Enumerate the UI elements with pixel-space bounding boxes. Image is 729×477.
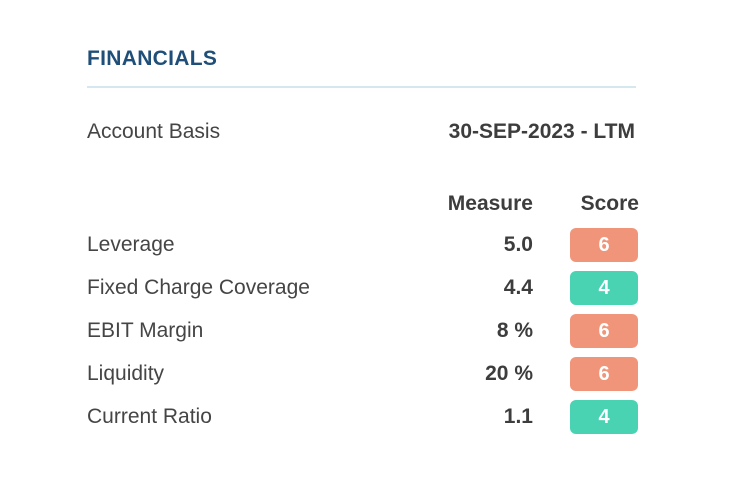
account-basis-row: Account Basis 30-SEP-2023 - LTM xyxy=(87,118,639,146)
financials-panel: FINANCIALS Account Basis 30-SEP-2023 - L… xyxy=(87,44,639,443)
metric-measure: 8 % xyxy=(496,319,533,342)
metric-row-ebit-margin: EBIT Margin 8 % 6 xyxy=(87,314,639,357)
score-badge: 6 xyxy=(570,314,638,348)
metric-label: Current Ratio xyxy=(87,405,212,428)
metric-measure: 4.4 xyxy=(503,276,533,299)
score-column-header: Score xyxy=(580,192,639,215)
score-badge: 6 xyxy=(570,357,638,391)
metric-label: Liquidity xyxy=(87,362,165,385)
score-badge: 4 xyxy=(570,400,638,434)
metric-measure: 5.0 xyxy=(503,233,533,256)
metric-row-leverage: Leverage 5.0 6 xyxy=(87,228,639,271)
metric-row-liquidity: Liquidity 20 % 6 xyxy=(87,357,639,400)
metric-row-current-ratio: Current Ratio 1.1 4 xyxy=(87,400,639,443)
metric-label: Fixed Charge Coverage xyxy=(87,276,310,299)
metric-list: Leverage 5.0 6 Fixed Charge Coverage 4.4… xyxy=(87,228,639,443)
score-badge: 6 xyxy=(570,228,638,262)
metric-label: EBIT Margin xyxy=(87,319,204,342)
score-badge: 4 xyxy=(570,271,638,305)
measure-column-header: Measure xyxy=(447,192,533,215)
account-basis-label: Account Basis xyxy=(87,120,221,143)
metric-measure: 20 % xyxy=(485,362,533,385)
section-title: FINANCIALS xyxy=(87,47,218,70)
section-divider xyxy=(87,86,636,88)
metric-row-fixed-charge-coverage: Fixed Charge Coverage 4.4 4 xyxy=(87,271,639,314)
metric-label: Leverage xyxy=(87,233,175,256)
metric-measure: 1.1 xyxy=(503,405,533,428)
table-header: Measure Score xyxy=(87,190,639,218)
account-basis-value: 30-SEP-2023 - LTM xyxy=(448,120,635,143)
